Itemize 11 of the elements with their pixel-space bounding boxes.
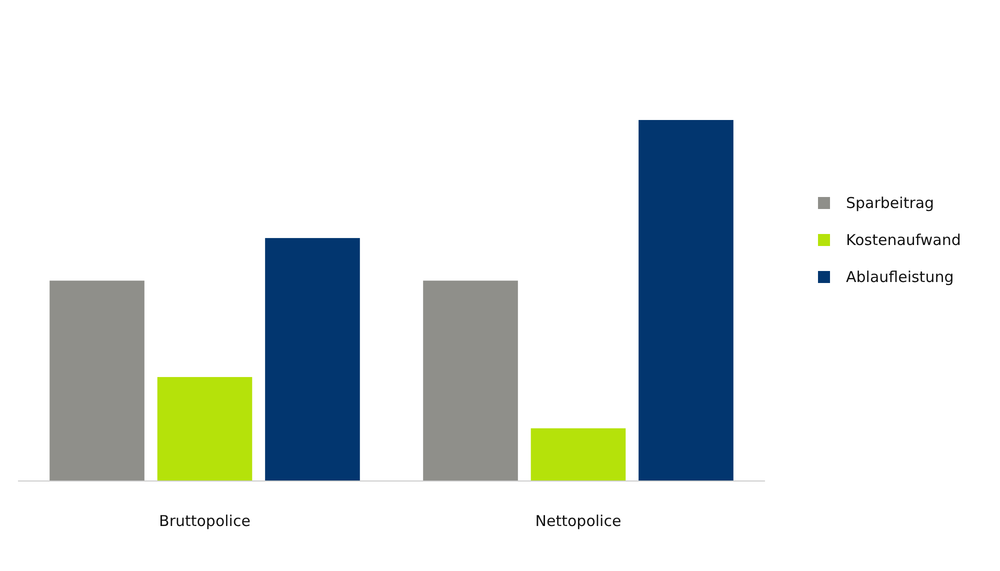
legend-label: Kostenaufwand <box>846 231 961 249</box>
bar <box>638 120 734 481</box>
bar <box>265 238 360 481</box>
x-tick-label: Bruttopolice <box>159 512 250 530</box>
bar <box>423 280 518 481</box>
x-tick-label: Nettopolice <box>535 512 622 530</box>
bar <box>530 428 626 481</box>
bar <box>50 280 144 481</box>
legend-label: Sparbeitrag <box>846 194 934 212</box>
legend-label: Ablaufleistung <box>846 268 954 286</box>
bar <box>157 377 252 481</box>
